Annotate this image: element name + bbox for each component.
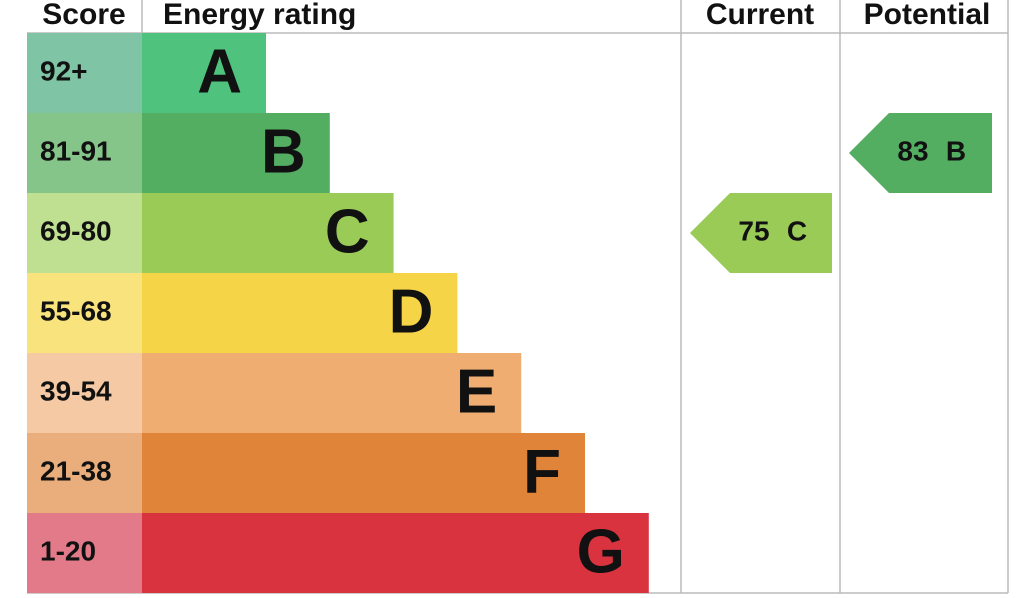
score-cell	[27, 433, 142, 513]
rating-letter: A	[197, 37, 242, 106]
rating-letter: C	[325, 197, 370, 266]
score-cell	[27, 353, 142, 433]
header: Current	[706, 0, 814, 31]
score-cell	[27, 273, 142, 353]
rating-arrow	[690, 193, 832, 273]
score-range: 55-68	[40, 295, 112, 326]
rating-bar	[142, 353, 522, 433]
header: Energy rating	[163, 0, 356, 31]
rating-letter: B	[261, 117, 306, 186]
arrow-score: 75	[738, 215, 769, 246]
header: Score	[42, 0, 125, 31]
rating-bar	[142, 513, 649, 593]
header: Potential	[864, 0, 991, 31]
rating-bar	[142, 193, 394, 273]
rating-bar	[142, 433, 585, 513]
score-cell	[27, 513, 142, 593]
score-cell	[27, 193, 142, 273]
rating-letter: D	[389, 277, 434, 346]
score-range: 1-20	[40, 535, 96, 566]
arrow-rating: C	[787, 215, 807, 246]
rating-letter: E	[456, 357, 497, 426]
arrow-score: 83	[897, 135, 928, 166]
score-range: 69-80	[40, 215, 112, 246]
score-range: 21-38	[40, 455, 112, 486]
rating-bar	[142, 113, 330, 193]
score-range: 81-91	[40, 135, 112, 166]
rating-letter: F	[523, 437, 561, 506]
score-range: 39-54	[40, 375, 112, 406]
rating-bar	[142, 273, 458, 353]
score-range: 92+	[40, 55, 88, 86]
rating-letter: G	[577, 517, 625, 586]
rating-arrow	[849, 113, 992, 193]
score-cell	[27, 33, 142, 113]
arrow-rating: B	[946, 135, 966, 166]
rating-bar	[142, 33, 266, 113]
score-cell	[27, 113, 142, 193]
